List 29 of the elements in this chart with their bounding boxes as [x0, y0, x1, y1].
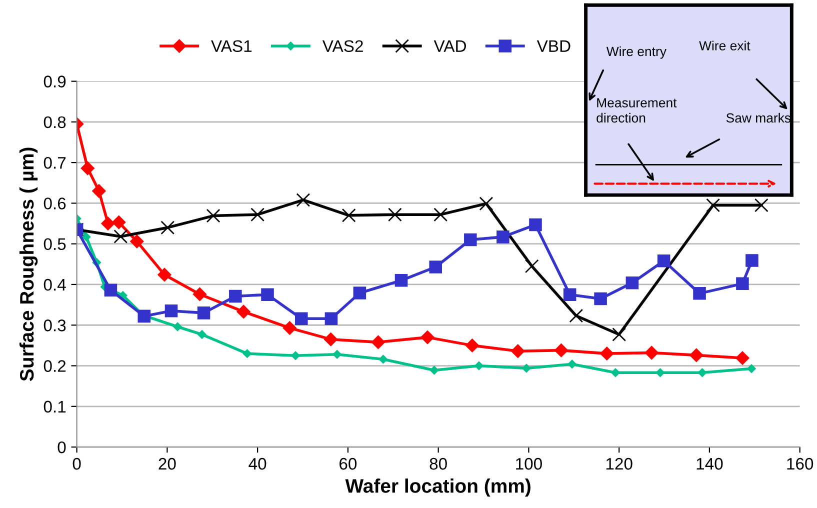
y-tick-label: 0.7: [44, 156, 66, 169]
x-axis-title: Wafer location (mm): [345, 478, 530, 497]
y-tick-label: 0.3: [44, 320, 66, 332]
x-tick-label: 80: [430, 458, 447, 470]
y-tick-label: 0.8: [44, 116, 66, 128]
x-tick-label: 100: [516, 458, 542, 470]
legend-label: VAD: [434, 40, 466, 52]
legend-label: VAS1: [211, 40, 252, 52]
x-tick-label: 60: [340, 458, 357, 470]
y-tick-label: 0.1: [44, 400, 66, 413]
y-tick-label: 0.5: [44, 238, 66, 250]
x-tick-label: 140: [696, 458, 723, 470]
y-axis-title: Surface Roughness ( µm): [19, 148, 38, 382]
legend-label: VAS2: [322, 40, 363, 52]
y-tick-label: 0: [58, 441, 66, 454]
x-tick-label: 120: [606, 458, 632, 470]
x-tick-label: 20: [158, 458, 176, 470]
y-tick-label: 0.6: [44, 198, 66, 210]
y-tick-label: 0.4: [44, 278, 66, 291]
annotation: Saw marks: [726, 112, 791, 123]
x-tick-label: 40: [248, 458, 266, 470]
annotation: Measurement direction: [596, 98, 677, 123]
x-tick-label: 160: [787, 458, 814, 470]
text: Wire exit: [699, 40, 750, 50]
y-tick-label: 0.2: [44, 360, 66, 372]
y-tick-label: 0.9: [44, 76, 66, 88]
legend-label: VBD: [536, 40, 570, 52]
x-tick-label: 0: [72, 458, 81, 470]
text: Wire entry: [606, 46, 666, 59]
